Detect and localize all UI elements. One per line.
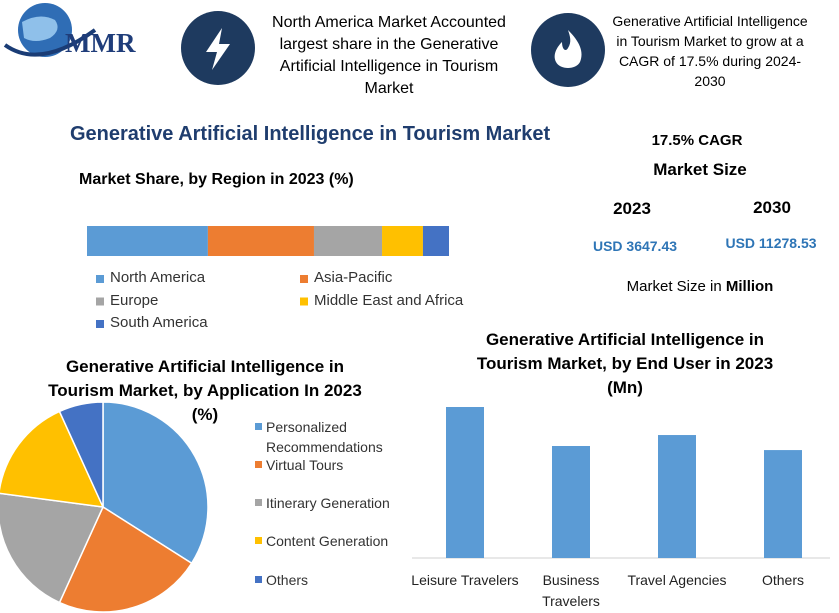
legend-swatch	[96, 275, 104, 283]
logo-swoosh	[3, 28, 97, 57]
year: 2023	[613, 199, 651, 218]
pie-slice	[58, 505, 193, 613]
legend-swatch	[96, 297, 104, 306]
unit-prefix: Market Size in	[626, 278, 722, 295]
bar-segment	[422, 226, 449, 256]
unit: Million	[725, 278, 774, 295]
legend-swatch	[300, 297, 308, 306]
bar-segment	[87, 226, 208, 256]
main-title: Generative Artificial Intelligence in To…	[70, 123, 551, 145]
cagr-note: Generative Artificial Intelligence in To…	[612, 13, 808, 89]
legend-label: Middle East and Africa	[314, 291, 464, 309]
bar	[446, 407, 484, 558]
market-size-heading: Market Size	[653, 160, 747, 179]
year: 2030	[753, 198, 791, 217]
legend-label: Virtual Tours	[266, 457, 344, 473]
share-note: North America Market Accounted largest s…	[272, 14, 506, 97]
bar-segment	[313, 226, 383, 256]
bar-segment	[207, 226, 314, 256]
legend-swatch	[255, 423, 262, 430]
bar-segment	[382, 226, 423, 256]
logo-land	[22, 16, 58, 41]
bar	[764, 450, 802, 558]
legend-label: Personalized Recommendations	[266, 419, 383, 455]
x-tick-label: Business Travelers	[542, 572, 600, 609]
icon-bolt	[206, 28, 230, 70]
legend-label: North America	[110, 269, 206, 286]
cagr: 17.5% CAGR	[651, 132, 743, 149]
legend-swatch	[255, 576, 262, 583]
pie-slice	[0, 410, 105, 508]
legend-label: South America	[110, 314, 208, 331]
legend-label: Europe	[110, 291, 159, 309]
legend-swatch	[255, 537, 262, 544]
legend-label: Others	[266, 572, 309, 588]
legend-label: Asia-Pacific	[314, 269, 393, 286]
legend-swatch	[300, 275, 308, 283]
bar	[658, 435, 696, 558]
x-tick-label: Travel Agencies	[627, 572, 727, 588]
amount: USD 3647.43	[592, 238, 678, 254]
legend-swatch	[255, 461, 262, 468]
chart-title: Generative Artificial Intelligence in To…	[476, 330, 774, 397]
icon-flame	[554, 30, 582, 68]
legend-swatch	[96, 320, 104, 328]
x-tick-label: Others	[761, 572, 804, 588]
legend-label: Content Generation	[266, 533, 389, 549]
amount: USD 11278.53	[725, 235, 817, 251]
legend-label: Itinerary Generation	[266, 495, 390, 511]
x-tick-label: Leisure Travelers	[411, 572, 519, 588]
chart-title: Generative Artificial Intelligence in To…	[48, 357, 362, 424]
logo-text: MMR	[65, 28, 136, 58]
pie-slice	[58, 401, 104, 508]
pie-slice	[0, 492, 105, 604]
chart-title: Market Share, by Region in 2023 (%)	[79, 171, 354, 188]
bar	[552, 446, 590, 558]
unit-note: Market Size in Million	[600, 278, 800, 295]
legend-swatch	[255, 499, 262, 506]
